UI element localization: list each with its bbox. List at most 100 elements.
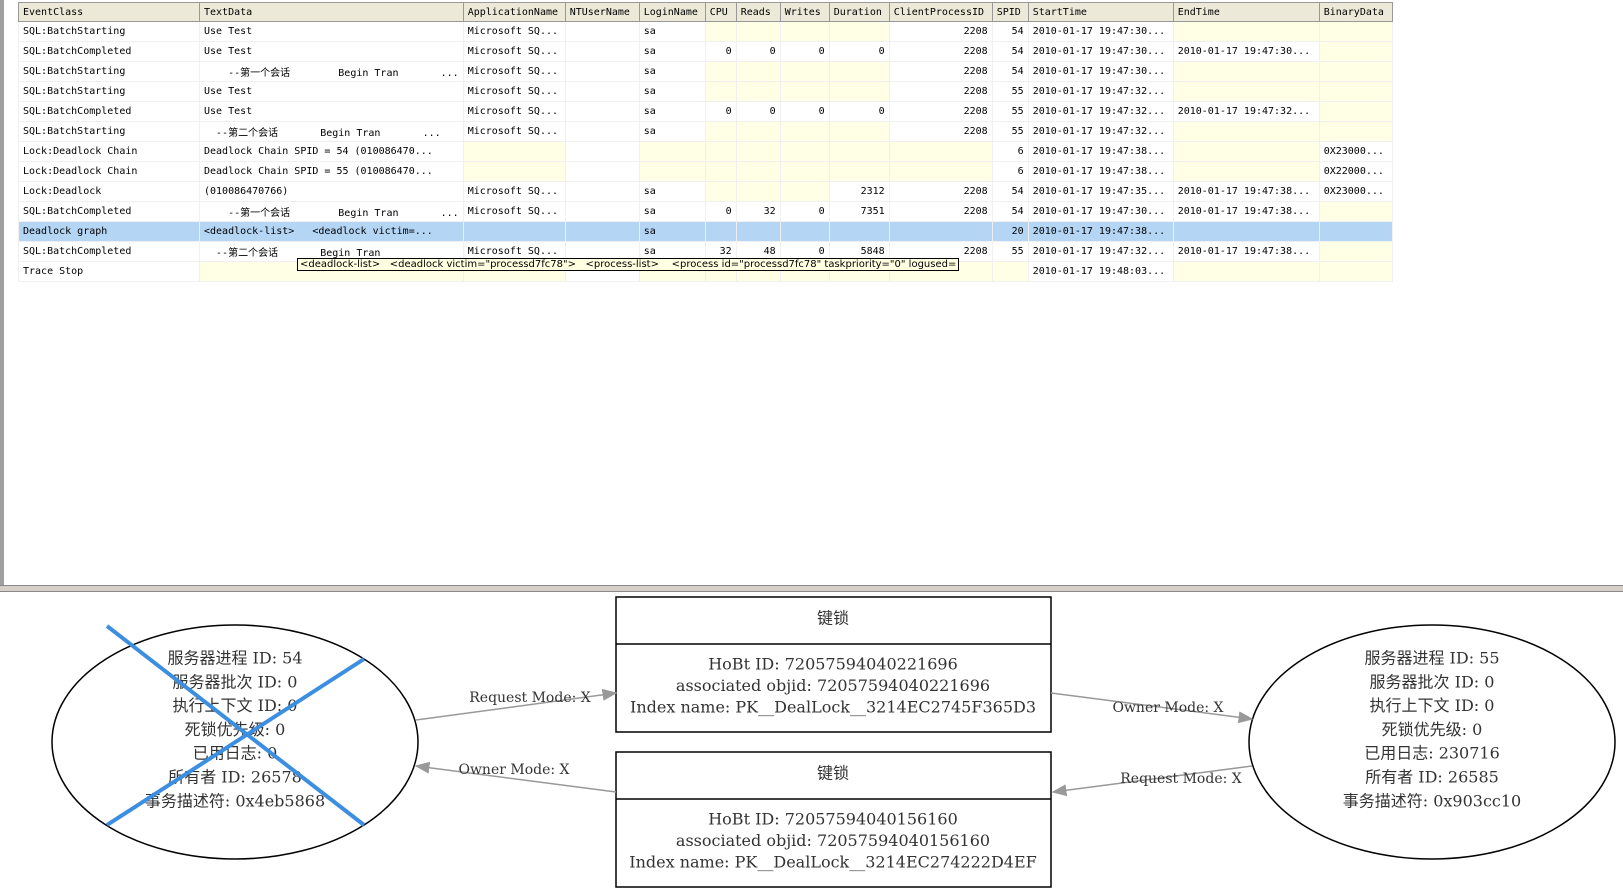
cell <box>1172 221 1320 242</box>
edge-label: Request Mode: X <box>1120 771 1242 787</box>
column-header[interactable]: Duration <box>828 2 890 22</box>
column-header[interactable]: StartTime <box>1027 2 1174 22</box>
cell: 0 <box>779 101 830 122</box>
cell <box>779 181 830 202</box>
process-text: 死锁优先级: 0 <box>1382 720 1483 739</box>
cell: SQL:BatchStarting <box>18 21 200 42</box>
resource-text: HoBt ID: 72057594040221696 <box>708 655 958 674</box>
cell <box>1172 161 1320 182</box>
deadlock-graph: 服务器进程 ID: 54 服务器批次 ID: 0 执行上下文 ID: 0 死锁优先级:… <box>51 596 1616 888</box>
cell: 2208 <box>888 41 993 62</box>
trace-row[interactable]: SQL:BatchStarting Use Test Microsoft SQ...… <box>18 21 1393 42</box>
column-header[interactable]: LoginName <box>638 2 706 22</box>
cell <box>1318 101 1393 122</box>
trace-row[interactable]: SQL:BatchStarting Use Test Microsoft SQ...… <box>18 81 1393 102</box>
cell <box>704 181 737 202</box>
cell <box>564 201 640 222</box>
trace-row[interactable]: Lock:Deadlock Chain Deadlock Chain SPID =… <box>18 161 1393 182</box>
cell <box>888 141 993 162</box>
process-text: 已用日志: 230716 <box>1364 744 1500 763</box>
cell <box>779 161 830 182</box>
column-header[interactable]: EndTime <box>1172 2 1320 22</box>
cell: 0 <box>704 201 737 222</box>
cell: 2010-01-17 19:47:32... <box>1172 101 1320 122</box>
cell: SQL:BatchCompleted <box>18 101 200 122</box>
resource-text: associated objid: 72057594040156160 <box>676 831 990 850</box>
cell <box>735 181 781 202</box>
trace-row[interactable]: SQL:BatchStarting --第二个会话 Begin Tran ...… <box>18 121 1393 142</box>
column-header[interactable]: EventClass <box>18 2 200 22</box>
cell <box>735 161 781 182</box>
cell <box>735 221 781 242</box>
cell: Use Test <box>199 41 464 62</box>
trace-row[interactable]: SQL:BatchCompleted Use Test Microsoft SQ..… <box>18 101 1393 122</box>
edge <box>414 761 617 793</box>
cell <box>779 141 830 162</box>
cell: 2010-01-17 19:47:30... <box>1027 41 1174 62</box>
trace-row[interactable]: SQL:BatchCompleted --第一个会话 Begin Tran ..… <box>18 201 1393 222</box>
cell: Lock:Deadlock Chain <box>18 161 200 182</box>
cell: 0X22000... <box>1318 161 1393 182</box>
victim-mark <box>105 624 366 827</box>
cell <box>1172 261 1320 282</box>
column-header[interactable]: Reads <box>735 2 781 22</box>
cell <box>1318 221 1393 242</box>
cell: 54 <box>991 181 1029 202</box>
victim-mark <box>105 657 366 827</box>
column-header[interactable]: TextData <box>199 2 464 22</box>
cell <box>1318 121 1393 142</box>
cell <box>1318 261 1393 282</box>
cell <box>735 21 781 42</box>
column-header[interactable]: BinaryData <box>1318 2 1393 22</box>
cell <box>704 21 737 42</box>
cell: 2208 <box>888 21 993 42</box>
edge-label: Owner Mode: X <box>1112 700 1223 716</box>
edge <box>1050 692 1254 724</box>
cell: (010086470766) <box>199 181 464 202</box>
column-header[interactable]: CPU <box>704 2 737 22</box>
cell: 0 <box>779 41 830 62</box>
trace-row[interactable]: SQL:BatchCompleted Use Test Microsoft SQ..… <box>18 41 1393 62</box>
column-header[interactable]: SPID <box>991 2 1029 22</box>
cell <box>1318 201 1393 222</box>
trace-row[interactable]: Lock:Deadlock (010086470766) Microsoft SQ.… <box>18 181 1393 202</box>
column-header[interactable]: Writes <box>779 2 830 22</box>
trace-row[interactable]: Deadlock graph <deadlock-list> <deadlock … <box>18 221 1393 242</box>
trace-row[interactable]: SQL:BatchStarting --第一个会话 Begin Tran ...… <box>18 61 1393 82</box>
cell: 2208 <box>888 61 993 82</box>
cell: 0 <box>828 101 890 122</box>
cell <box>704 121 737 142</box>
cell: 2010-01-17 19:47:32... <box>1027 121 1174 142</box>
cell: 0 <box>735 41 781 62</box>
edge <box>415 688 618 721</box>
cell: 6 <box>991 161 1029 182</box>
process-text: 事务描述符: 0x903cc10 <box>1343 791 1522 810</box>
column-header[interactable]: ClientProcessID <box>888 2 993 22</box>
resource-node[interactable] <box>615 751 1052 888</box>
cell: Deadlock Chain SPID = 54 (010086470... <box>199 141 464 162</box>
cell: 32 <box>735 201 781 222</box>
column-header[interactable]: NTUserName <box>564 2 640 22</box>
cell: SQL:BatchCompleted <box>18 201 200 222</box>
cell <box>828 61 890 82</box>
cell: Microsoft SQ... <box>462 41 566 62</box>
cell <box>1318 241 1393 262</box>
trace-row[interactable]: SQL:BatchCompleted --第二个会话 Begin Tran Mic… <box>18 241 1393 262</box>
cell: SQL:BatchCompleted <box>18 41 200 62</box>
column-header[interactable]: ApplicationName <box>462 2 566 22</box>
cell: sa <box>638 61 706 82</box>
process-node[interactable] <box>1248 624 1616 860</box>
process-text: 服务器进程 ID: 55 <box>1364 649 1499 668</box>
cell <box>1172 121 1320 142</box>
cell <box>1318 81 1393 102</box>
trace-row[interactable]: Lock:Deadlock Chain Deadlock Chain SPID =… <box>18 141 1393 162</box>
cell: 0 <box>704 101 737 122</box>
splitter[interactable] <box>0 585 1623 592</box>
resource-node[interactable] <box>615 596 1052 733</box>
cell: sa <box>638 101 706 122</box>
cell: 2010-01-17 19:47:30... <box>1027 21 1174 42</box>
cell: 2010-01-17 19:47:30... <box>1172 41 1320 62</box>
cell: 2208 <box>888 181 993 202</box>
cell: 2010-01-17 19:47:38... <box>1172 181 1320 202</box>
cell: --第二个会话 Begin Tran ... <box>199 121 464 142</box>
